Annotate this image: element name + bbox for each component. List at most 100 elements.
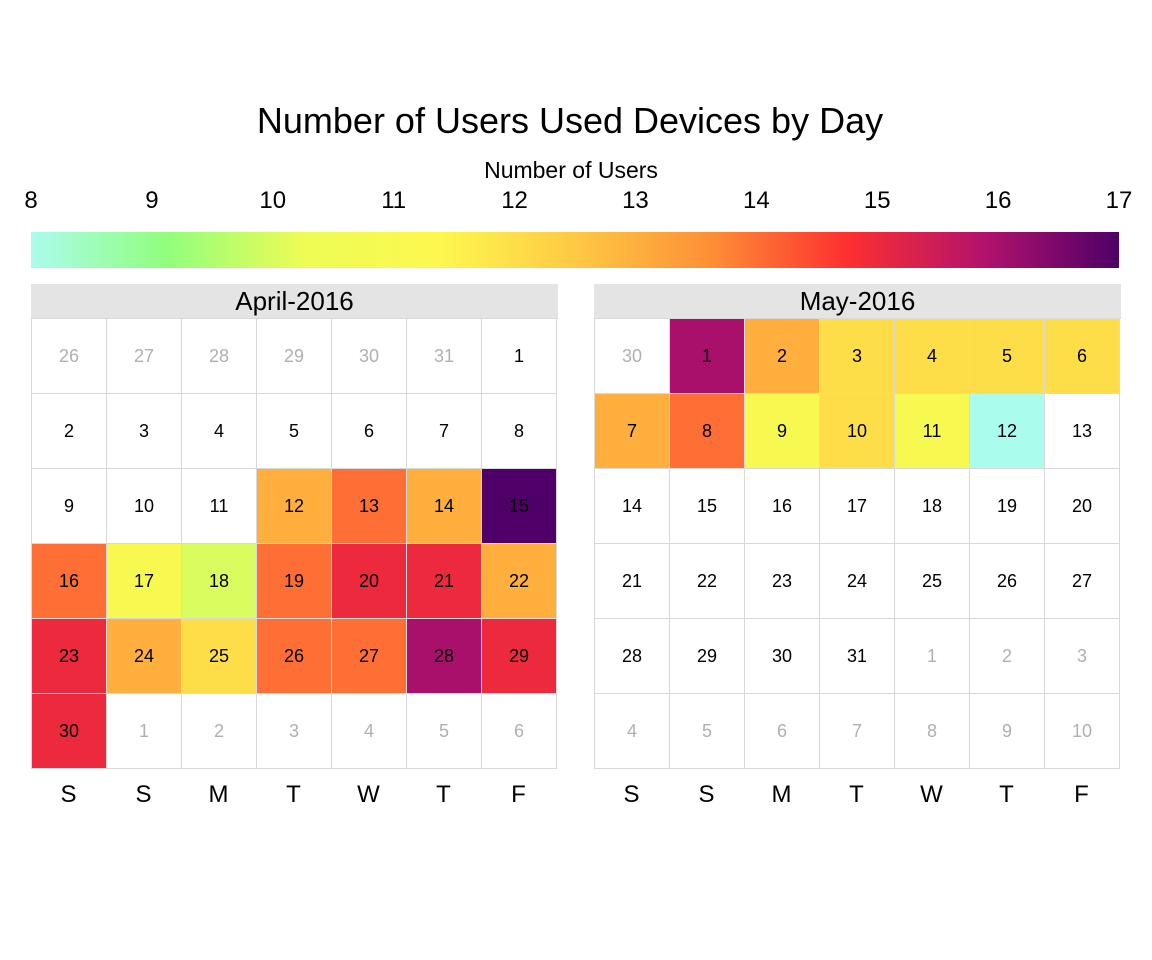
heatmap-cell: 18 [182, 544, 257, 619]
calendar-grid: 30 1 2 3 4 5 6 7 8 9 10 11 12 13 14 15 16 17 18 19 20 21 22 23 2… [594, 318, 1121, 769]
heatmap-cell: 30 [32, 694, 107, 769]
month-header: May-2016 [594, 284, 1121, 318]
weekday-label: S [60, 781, 77, 808]
legend-tick-label: 16 [984, 187, 1012, 214]
calendar-day-cell: 11 [182, 469, 257, 544]
month-panel-may: May-2016 30 1 2 3 4 5 6 7 8 9 10 11 12 13 14 15 16 17 18 19… [594, 284, 1121, 809]
calendar-day-cell: 24 [820, 544, 895, 619]
legend-tick-label: 14 [742, 187, 770, 214]
calendar-day-cell: 2 [182, 694, 257, 769]
calendar-day-cell: 22 [670, 544, 745, 619]
calendar-day-cell: 16 [745, 469, 820, 544]
weekday-label: T [286, 781, 301, 808]
calendar-day-cell: 9 [970, 694, 1045, 769]
calendar-day-cell: 13 [1045, 394, 1120, 469]
heatmap-cell: 12 [970, 394, 1045, 469]
weekday-label: M [208, 781, 229, 808]
weekday-label: W [357, 781, 380, 808]
heatmap-cell: 28 [407, 619, 482, 694]
calendar-day-cell: 7 [407, 394, 482, 469]
heatmap-cell: 11 [895, 394, 970, 469]
calendar-day-cell: 20 [1045, 469, 1120, 544]
calendar-day-cell: 31 [407, 319, 482, 394]
legend-tick-label: 11 [381, 187, 407, 214]
legend-color-bar [31, 232, 1119, 268]
calendar-day-cell: 1 [895, 619, 970, 694]
calendar-day-cell: 14 [595, 469, 670, 544]
legend-tick-label: 12 [501, 187, 528, 214]
calendar-day-cell: 5 [257, 394, 332, 469]
weekday-label: F [1074, 781, 1089, 808]
weekday-label: F [511, 781, 526, 808]
calendar-grid: 26 27 28 29 30 31 1 2 3 4 5 6 7 8 9 10 11 12 13 14 15 16 17 18 1… [31, 318, 558, 769]
heatmap-cell: 4 [895, 319, 970, 394]
heatmap-cell: 10 [820, 394, 895, 469]
legend-tick-label: 9 [145, 187, 159, 214]
calendar-day-cell: 29 [670, 619, 745, 694]
legend-tick-label: 10 [259, 187, 287, 214]
legend-tick-label: 13 [622, 187, 649, 214]
heatmap-cell: 2 [745, 319, 820, 394]
heatmap-cell: 5 [970, 319, 1045, 394]
heatmap-cell: 19 [257, 544, 332, 619]
calendar-day-cell: 26 [32, 319, 107, 394]
calendar-day-cell: 28 [595, 619, 670, 694]
legend-title: Number of Users [484, 157, 658, 183]
heatmap-cell: 21 [407, 544, 482, 619]
legend-tick-label: 17 [1105, 187, 1133, 214]
chart-title: Number of Users Used Devices by Day [256, 100, 884, 141]
heatmap-cell: 1 [670, 319, 745, 394]
calendar-day-cell: 8 [895, 694, 970, 769]
heatmap-cell: 20 [332, 544, 407, 619]
month-header: April-2016 [31, 284, 558, 318]
calendar-day-cell: 15 [670, 469, 745, 544]
calendar-day-cell: 3 [257, 694, 332, 769]
heatmap-cell: 14 [407, 469, 482, 544]
calendar-day-cell: 3 [107, 394, 182, 469]
calendar-day-cell: 28 [182, 319, 257, 394]
weekday-label: T [999, 781, 1014, 808]
calendar-day-cell: 3 [1045, 619, 1120, 694]
calendar-day-cell: 27 [1045, 544, 1120, 619]
heatmap-cell: 3 [820, 319, 895, 394]
calendar-day-cell: 26 [970, 544, 1045, 619]
calendar-day-cell: 31 [820, 619, 895, 694]
heatmap-cell: 23 [32, 619, 107, 694]
calendar-day-cell: 5 [407, 694, 482, 769]
weekday-label: S [135, 781, 152, 808]
calendar-day-cell: 30 [332, 319, 407, 394]
heatmap-cell: 16 [32, 544, 107, 619]
weekday-label: T [436, 781, 451, 808]
heatmap-cell: 15 [482, 469, 557, 544]
calendar-day-cell: 6 [745, 694, 820, 769]
weekday-label: S [623, 781, 640, 808]
heatmap-cell: 24 [107, 619, 182, 694]
heatmap-cell: 25 [182, 619, 257, 694]
weekday-label: M [771, 781, 792, 808]
calendar-day-cell: 30 [595, 319, 670, 394]
calendar-day-cell: 5 [670, 694, 745, 769]
calendar-day-cell: 19 [970, 469, 1045, 544]
heatmap-cell: 8 [670, 394, 745, 469]
calendar-day-cell: 8 [482, 394, 557, 469]
calendar-day-cell: 4 [182, 394, 257, 469]
heatmap-cell: 26 [257, 619, 332, 694]
legend-tick-label: 15 [863, 187, 891, 214]
heatmap-cell: 13 [332, 469, 407, 544]
calendar-day-cell: 1 [107, 694, 182, 769]
legend-tick-label: 8 [24, 187, 38, 214]
calendar-day-cell: 27 [107, 319, 182, 394]
weekday-label: W [920, 781, 943, 808]
calendar-day-cell: 4 [595, 694, 670, 769]
calendar-day-cell: 18 [895, 469, 970, 544]
month-panel-april: April-2016 26 27 28 29 30 31 1 2 3 4 5 6 7 8 9 10 11 12 13… [31, 284, 558, 809]
heatmap-cell: 17 [107, 544, 182, 619]
calendar-day-cell: 17 [820, 469, 895, 544]
heatmap-cell: 6 [1045, 319, 1120, 394]
calendar-day-cell: 6 [482, 694, 557, 769]
calendar-day-cell: 23 [745, 544, 820, 619]
calendar-day-cell: 4 [332, 694, 407, 769]
heatmap-cell: 29 [482, 619, 557, 694]
calendar-day-cell: 21 [595, 544, 670, 619]
